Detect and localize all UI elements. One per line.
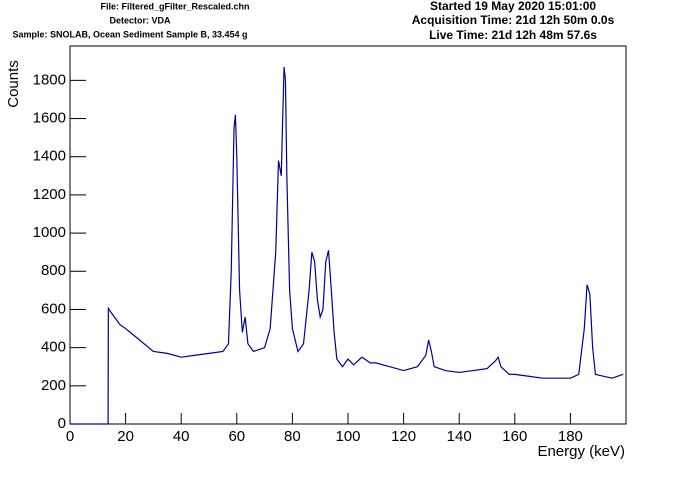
spectrum-line	[70, 66, 624, 425]
x-tick-label: 40	[173, 428, 190, 445]
y-tick-label: 600	[41, 300, 66, 317]
x-tick-label: 120	[391, 428, 416, 445]
detector-label: Detector: VDA	[109, 15, 171, 25]
y-tick-label: 1800	[33, 71, 66, 88]
live-time-label: Live Time: 21d 12h 48m 57.6s	[429, 28, 597, 42]
x-tick-label: 80	[284, 428, 301, 445]
started-label: Started 19 May 2020 15:01:00	[430, 0, 596, 13]
x-tick-label: 100	[335, 428, 360, 445]
y-tick-label: 400	[41, 339, 66, 356]
sample-label: Sample: SNOLAB, Ocean Sediment Sample B,…	[12, 29, 247, 39]
y-tick-label: 800	[41, 262, 66, 279]
y-tick-label: 200	[41, 377, 66, 394]
x-axis-label: Energy (keV)	[537, 443, 625, 460]
x-tick-label: 20	[117, 428, 134, 445]
y-tick-label: 1400	[33, 148, 66, 165]
x-tick-label: 60	[228, 428, 245, 445]
x-tick-label: 160	[502, 428, 527, 445]
y-tick-label: 0	[58, 415, 66, 432]
y-tick-label: 1200	[33, 186, 66, 203]
file-label: File: Filtered_gFilter_Rescaled.chn	[100, 1, 249, 11]
y-tick-label: 1000	[33, 224, 66, 241]
acquisition-label: Acquisition Time: 21d 12h 50m 0.0s	[412, 13, 615, 27]
x-tick-label: 180	[558, 428, 583, 445]
x-tick-label: 140	[447, 428, 472, 445]
y-tick-label: 1600	[33, 110, 66, 127]
x-tick-label: 0	[66, 428, 74, 445]
y-axis-label: Counts	[5, 60, 22, 108]
